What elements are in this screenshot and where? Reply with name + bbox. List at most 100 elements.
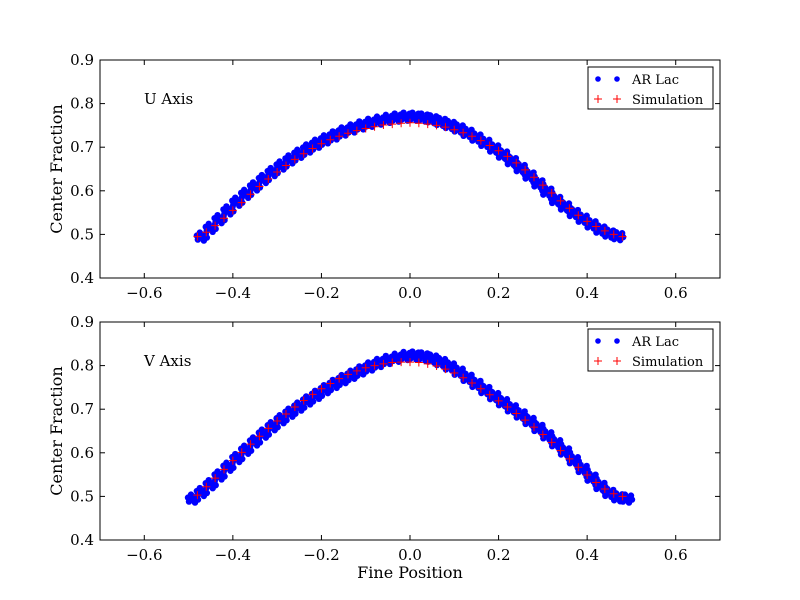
ar-lac-point (264, 167, 271, 175)
ar-lac-point (255, 429, 263, 436)
simulation-point (503, 152, 512, 161)
ar-lac-point (326, 131, 333, 138)
simulation-point (361, 124, 370, 133)
legend-label: AR Lac (631, 73, 679, 88)
ar-lac-point (256, 439, 264, 446)
simulation-point (609, 230, 618, 239)
simulation-point (556, 446, 565, 455)
y-tick-label: 0.4 (70, 269, 94, 287)
ar-lac-point (556, 202, 564, 209)
simulation-point (379, 359, 388, 368)
ar-lac-point (212, 225, 219, 233)
simulation-point (317, 384, 326, 393)
chart-panel-1: −0.6 −0.4 −0.2 0.0 0.2 0.4 0.6 0.4 0.5 0.6 0.7 0.8 0… (47, 51, 721, 302)
simulation-point (282, 409, 290, 418)
simulation-point (565, 454, 574, 463)
ar-lac-point (246, 437, 254, 444)
y-tick-label: 0.5 (70, 487, 94, 505)
simulation-point (388, 120, 397, 129)
simulation-point (255, 182, 264, 191)
legend-marker-ar-lac (614, 76, 620, 82)
ar-lac-point (601, 488, 608, 496)
x-tick-label: 0.0 (398, 546, 422, 564)
simulation-point (476, 136, 485, 145)
y-tick-label: 0.6 (70, 444, 94, 462)
y-tick-label: 0.5 (70, 225, 94, 243)
simulation-point (521, 416, 530, 425)
simulation-point (397, 358, 406, 367)
simulation-point (193, 232, 202, 241)
ar-lac-point (388, 113, 395, 120)
ar-lac-point (388, 353, 395, 360)
simulation-point (450, 369, 459, 378)
legend-label: Simulation (632, 93, 704, 108)
x-tick-label: −0.2 (303, 546, 339, 564)
ar-lac-point (441, 362, 449, 369)
ar-lac-point (344, 370, 351, 377)
simulation-point (574, 463, 583, 472)
simulation-point (406, 118, 414, 127)
legend-marker-simulation (613, 357, 621, 365)
y-tick-label: 0.8 (70, 357, 94, 375)
simulation-point (565, 204, 574, 213)
simulation-point (211, 221, 220, 230)
y-tick-label: 0.9 (70, 313, 94, 331)
legend-marker-ar-lac (614, 338, 620, 344)
ar-lac-point (229, 453, 236, 461)
ar-lac-point (256, 184, 264, 191)
ar-lac-point (503, 156, 511, 164)
simulation-point (512, 158, 521, 167)
simulation-point (556, 196, 565, 205)
legend-label: AR Lac (631, 335, 679, 350)
axis-annotation: V Axis (143, 352, 191, 370)
simulation-point (290, 403, 299, 412)
simulation-point (193, 491, 202, 500)
ar-lac-point (459, 373, 466, 381)
simulation-point (618, 232, 627, 241)
simulation-point (530, 173, 538, 182)
ar-lac-point (193, 232, 201, 239)
simulation-point (414, 358, 423, 367)
simulation-point (600, 226, 609, 235)
ar-lac-point (609, 231, 617, 239)
simulation-point (388, 358, 397, 367)
legend-label: Simulation (632, 355, 704, 370)
simulation-point (282, 161, 290, 170)
ar-lac-point (592, 481, 599, 489)
ar-lac-point (423, 354, 431, 361)
simulation-point (485, 390, 494, 399)
ar-lac-point (202, 223, 209, 231)
simulation-point (202, 228, 211, 237)
simulation-point (441, 123, 450, 132)
legend-marker-ar-lac (595, 76, 601, 82)
simulation-point (512, 409, 521, 418)
y-tick-label: 0.9 (70, 51, 94, 69)
ar-lac-point (237, 445, 245, 452)
ar-lac-point (291, 402, 298, 409)
ar-lac-point (273, 415, 280, 422)
x-tick-label: −0.6 (126, 284, 162, 302)
simulation-point (344, 370, 352, 379)
ar-lac-point (361, 362, 369, 369)
ar-lac-point (397, 112, 404, 119)
ar-lac-point (308, 139, 316, 146)
simulation-point (237, 198, 246, 207)
x-tick-label: 0.6 (664, 546, 688, 564)
legend-marker-simulation (594, 95, 602, 103)
y-axis-label: Center Fraction (47, 104, 66, 233)
simulation-point (450, 125, 459, 134)
ar-lac-point (211, 214, 218, 222)
simulation-point (237, 448, 246, 457)
ar-lac-point (619, 233, 627, 241)
ar-lac-point (230, 464, 237, 471)
simulation-point (423, 359, 432, 368)
y-axis-label: Center Fraction (47, 366, 66, 495)
ar-lac-point (247, 191, 255, 199)
ar-lac-point (246, 182, 254, 189)
ar-lac-point (415, 113, 422, 120)
simulation-point (255, 432, 264, 441)
ar-lac-point (247, 447, 255, 454)
simulation-point (344, 129, 352, 138)
ar-lac-point (317, 384, 325, 392)
